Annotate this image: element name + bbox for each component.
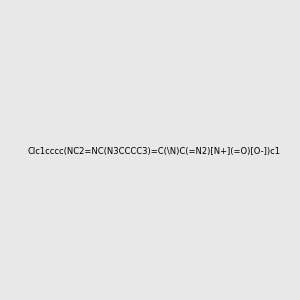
Text: Clc1cccc(NC2=NC(N3CCCC3)=C(\N)C(=N2)[N+](=O)[O-])c1: Clc1cccc(NC2=NC(N3CCCC3)=C(\N)C(=N2)[N+]… [27,147,280,156]
